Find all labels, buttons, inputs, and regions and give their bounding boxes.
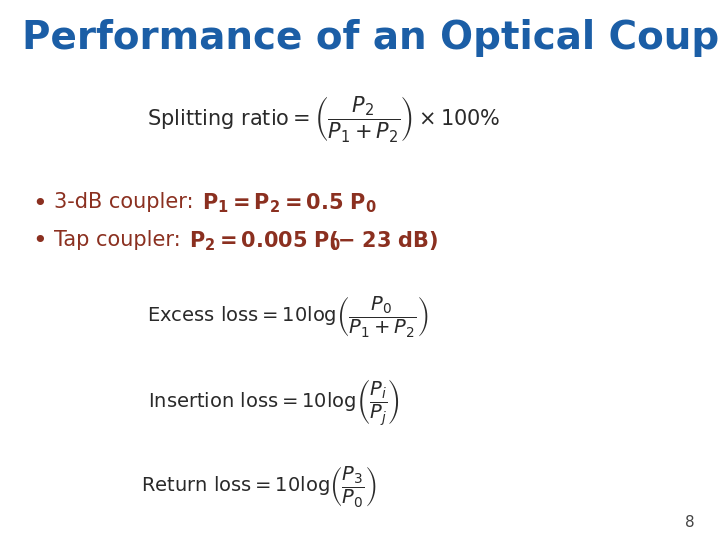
Text: $\mathrm{Splitting\ ratio} = \left(\dfrac{P_2}{P_1 + P_2}\right)\times 100\%$: $\mathrm{Splitting\ ratio} = \left(\dfra… xyxy=(147,94,501,145)
Text: $\mathrm{Insertion\ loss} = 10\log\!\left(\dfrac{P_i}{P_j}\right)$: $\mathrm{Insertion\ loss} = 10\log\!\lef… xyxy=(148,378,400,428)
Text: $\bf{P_2 = 0.005\ P_0}$: $\bf{P_2 = 0.005\ P_0}$ xyxy=(189,230,341,253)
Text: 3-dB coupler:: 3-dB coupler: xyxy=(54,192,200,212)
Text: $\mathrm{Return\ loss} = 10\log\!\left(\dfrac{P_3}{P_0}\right)$: $\mathrm{Return\ loss} = 10\log\!\left(\… xyxy=(141,464,377,509)
Text: Tap coupler:: Tap coupler: xyxy=(54,230,187,249)
Text: •: • xyxy=(32,192,47,215)
Text: $\bf{P_1 = P_2 = 0.5\ P_0}$: $\bf{P_1 = P_2 = 0.5\ P_0}$ xyxy=(202,192,376,215)
Text: $\mathrm{Excess\ loss} = 10\log\!\left(\dfrac{P_0}{P_1 + P_2}\right)$: $\mathrm{Excess\ loss} = 10\log\!\left(\… xyxy=(148,294,428,339)
Text: Performance of an Optical Coupler: Performance of an Optical Coupler xyxy=(22,19,720,57)
Text: 8: 8 xyxy=(685,515,695,530)
Text: $\bf{(-\ 23\ dB)}$: $\bf{(-\ 23\ dB)}$ xyxy=(328,230,438,253)
Text: •: • xyxy=(32,230,47,253)
